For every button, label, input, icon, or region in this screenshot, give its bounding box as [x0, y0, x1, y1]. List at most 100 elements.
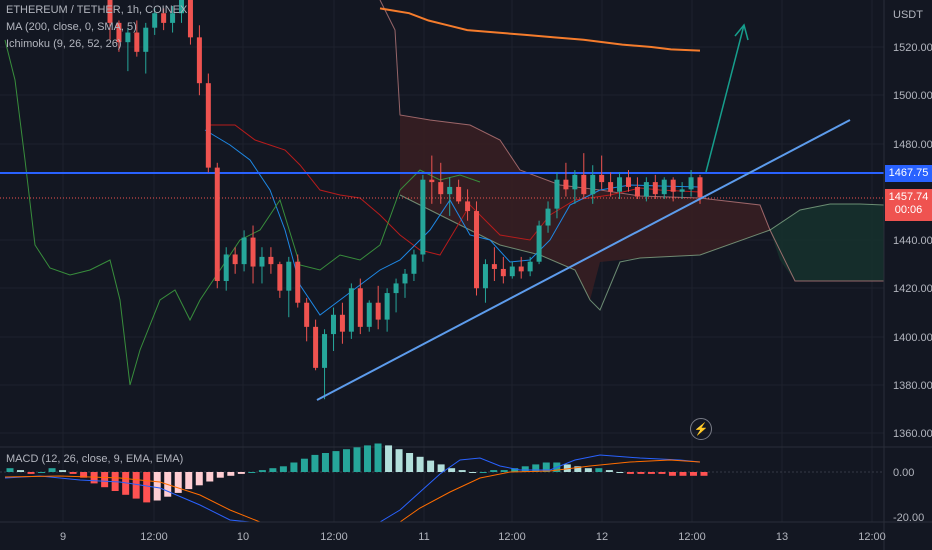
macd-bar: [542, 462, 550, 472]
last-price-badge: 1457.74 00:06: [885, 189, 932, 221]
grid: [0, 0, 884, 522]
candle: [348, 288, 354, 332]
macd-bar: [479, 472, 487, 473]
macd-bar: [647, 472, 655, 474]
macd-bar: [206, 472, 214, 482]
senkou-span-a: [379, 0, 884, 282]
candle: [545, 208, 551, 226]
candle: [322, 334, 328, 368]
macd-bar: [700, 472, 708, 476]
macd-bar: [385, 445, 393, 472]
macd-bar: [300, 458, 308, 472]
macd-bar: [500, 470, 508, 472]
macd-bar: [80, 472, 88, 478]
candle: [375, 302, 381, 320]
time-tick: 12:00: [498, 531, 526, 543]
candle: [590, 174, 596, 195]
time-tick: 12:00: [858, 531, 886, 543]
macd-bar: [469, 472, 477, 473]
ma-legend[interactable]: MA (200, close, 0, SMA, 5): [6, 21, 137, 33]
candle: [474, 211, 480, 289]
macd-histogram: [6, 443, 708, 503]
macd-bar: [574, 466, 582, 472]
macd-bar: [59, 470, 67, 472]
candle: [214, 167, 220, 282]
candle: [134, 32, 140, 52]
macd-bar: [122, 472, 130, 495]
candle: [572, 174, 578, 190]
candle: [456, 186, 462, 202]
candle: [491, 264, 497, 269]
senkou-span-b: [399, 194, 885, 311]
candles: [107, 0, 703, 400]
trendline[interactable]: [316, 119, 851, 401]
macd-bar: [90, 472, 98, 484]
macd-bar: [511, 468, 519, 472]
macd-signal-line: [4, 459, 701, 523]
candle: [250, 237, 256, 267]
time-tick: 12:00: [678, 531, 706, 543]
candle: [438, 182, 444, 195]
time-tick: 10: [237, 531, 249, 543]
candle: [509, 266, 515, 277]
macd-bar: [521, 466, 529, 472]
macd-bar: [153, 472, 161, 501]
macd-bar: [605, 470, 613, 472]
candle: [679, 189, 685, 192]
candle: [170, 13, 176, 23]
candle: [599, 174, 605, 183]
macd-bar: [658, 472, 666, 474]
candle: [286, 261, 292, 291]
macd-tick: -20.00: [893, 512, 924, 524]
candle: [617, 177, 623, 192]
symbol-legend[interactable]: ETHEREUM / TETHER, 1h, COINEX: [6, 4, 188, 16]
macd-bar: [248, 472, 256, 473]
time-tick: 11: [418, 531, 429, 543]
macd-bar: [17, 470, 25, 472]
lightning-icon[interactable]: ⚡: [690, 418, 712, 440]
projection-arrow[interactable]: [705, 24, 745, 173]
macd-bar: [395, 449, 403, 472]
macd-bar: [321, 453, 329, 472]
candle: [536, 225, 542, 262]
ichimoku-cloud-bull: [770, 204, 884, 281]
currency-label: USDT: [893, 9, 923, 21]
macd-legend[interactable]: MACD (12, 26, close, 9, EMA, EMA): [6, 453, 184, 465]
chikou-span: [4, 39, 481, 386]
macd-bar: [584, 468, 592, 472]
macd-bar: [668, 472, 676, 476]
macd-bar: [374, 443, 382, 472]
macd-bar: [69, 472, 77, 474]
macd-bar: [101, 472, 109, 488]
ichimoku-legend[interactable]: Ichimoku (9, 26, 52, 26): [6, 38, 122, 50]
candle: [402, 273, 408, 284]
price-tick: 1360.00: [893, 428, 932, 440]
macd-bar: [48, 468, 56, 472]
arrow-head-icon: [734, 23, 749, 41]
candle: [125, 32, 131, 43]
horizontal-level-badge: 1467.75: [885, 165, 932, 182]
macd-bar: [427, 460, 435, 472]
macd-bar: [27, 472, 35, 474]
macd-bar: [269, 468, 277, 472]
price-tick: 1420.00: [893, 283, 932, 295]
price-tick: 1500.00: [893, 90, 932, 102]
macd-bar: [364, 445, 372, 472]
time-tick: 13: [776, 531, 788, 543]
candle: [187, 0, 193, 38]
candle: [161, 13, 167, 23]
time-tick: 12:00: [140, 531, 168, 543]
macd-bar: [174, 472, 182, 493]
price-tick: 1440.00: [893, 235, 932, 247]
candle: [608, 182, 614, 192]
candle: [482, 264, 488, 289]
candle: [500, 268, 506, 277]
candle: [152, 13, 158, 28]
candle: [420, 179, 426, 255]
price-tick: 1480.00: [893, 139, 932, 151]
candle: [268, 256, 274, 265]
macd-bar: [448, 468, 456, 472]
macd-bar: [437, 464, 445, 472]
candle: [241, 237, 247, 265]
